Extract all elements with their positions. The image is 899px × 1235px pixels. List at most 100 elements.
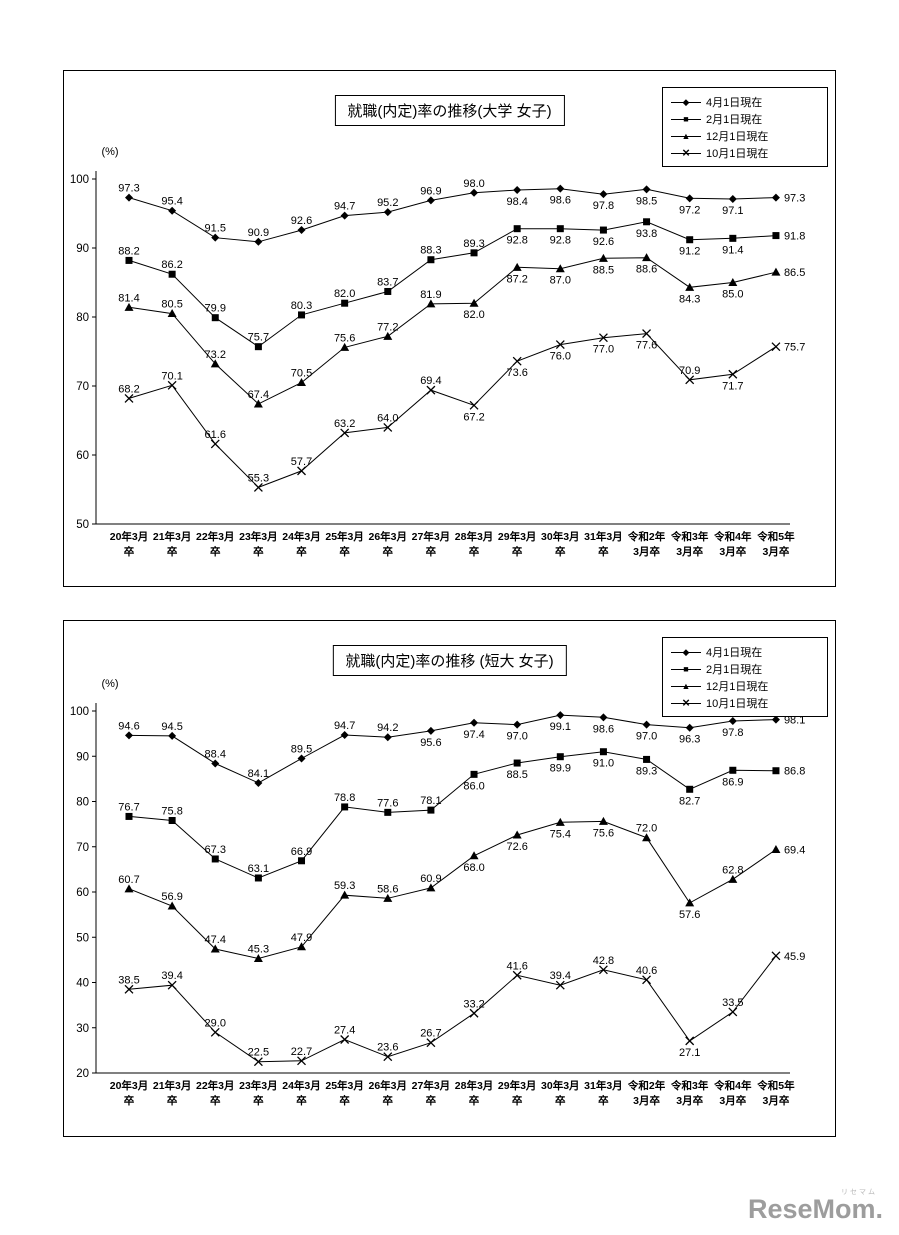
x-category-label: 卒 xyxy=(210,1094,221,1107)
triangle-marker-icon xyxy=(642,833,652,842)
x-category-label: 卒 xyxy=(383,1094,394,1107)
x-marker-icon xyxy=(297,1056,306,1066)
diamond-marker-icon xyxy=(168,206,177,215)
square-marker-icon xyxy=(211,314,219,322)
square-marker-icon xyxy=(729,234,737,242)
triangle-marker-icon xyxy=(598,816,608,825)
y-tick-label: 60 xyxy=(76,450,89,462)
data-label: 72.6 xyxy=(506,841,527,853)
square-marker-icon xyxy=(772,232,780,240)
data-label: 89.3 xyxy=(636,765,657,777)
x-category-label: 卒 xyxy=(426,1094,437,1107)
diamond-marker-icon xyxy=(426,196,435,205)
y-tick-label: 90 xyxy=(76,751,89,763)
diamond-marker-icon xyxy=(340,730,349,739)
series-line-square xyxy=(128,221,777,348)
x-category-label: 卒 xyxy=(512,545,523,558)
data-label: 73.2 xyxy=(205,349,226,361)
series-line-diamond xyxy=(128,188,777,243)
data-label: 63.1 xyxy=(248,863,269,875)
x-category-label: 卒 xyxy=(339,1094,350,1107)
diamond-marker-icon xyxy=(513,186,522,195)
legend-item-december: ▲ 12月1日現在 xyxy=(671,127,819,144)
diamond-marker-icon xyxy=(426,726,435,735)
data-label: 75.6 xyxy=(334,332,355,344)
x-category-label: 28年3月 xyxy=(455,530,494,543)
data-label: 75.4 xyxy=(550,828,571,840)
data-label: 98.6 xyxy=(593,723,614,735)
data-label: 88.2 xyxy=(118,245,139,257)
data-label: 23.6 xyxy=(377,1042,398,1054)
legend-item-december: ▲ 12月1日現在 xyxy=(671,677,819,694)
legend-label: 2月1日現在 xyxy=(706,663,763,676)
triangle-marker-icon xyxy=(253,954,263,963)
y-tick-label: 70 xyxy=(76,381,89,393)
y-tick-label: 60 xyxy=(76,887,89,899)
x-marker-icon: × xyxy=(682,694,690,710)
data-label: 87.2 xyxy=(506,273,527,285)
diamond-marker-icon xyxy=(470,188,479,197)
square-marker-icon xyxy=(772,767,780,775)
x-category-label: 卒 xyxy=(210,545,221,558)
x-marker-icon xyxy=(124,984,134,994)
diamond-marker-icon xyxy=(771,715,780,724)
diamond-marker-icon xyxy=(771,193,780,202)
diamond-marker-icon xyxy=(383,733,392,742)
legend-label: 10月1日現在 xyxy=(706,147,769,160)
x-marker-icon xyxy=(297,466,306,476)
x-category-label: 27年3月 xyxy=(412,1079,451,1092)
data-label: 77.2 xyxy=(377,321,398,333)
triangle-marker-icon xyxy=(383,893,393,902)
line-segment xyxy=(671,101,701,103)
x-category-label: 卒 xyxy=(598,545,609,558)
data-label: 93.8 xyxy=(636,228,657,240)
x-marker-icon xyxy=(340,1035,350,1044)
diamond-marker-icon xyxy=(125,193,133,202)
x-category-label: 令和5年 xyxy=(756,1079,795,1092)
data-label: 88.3 xyxy=(420,245,441,257)
x-category-label: 25年3月 xyxy=(325,530,364,543)
square-marker-icon xyxy=(427,806,435,814)
square-marker-icon xyxy=(556,225,564,233)
series-line-square xyxy=(128,751,777,879)
x-category-label: 26年3月 xyxy=(369,530,408,543)
x-category-label: 20年3月 xyxy=(110,1079,149,1092)
diamond-marker-icon xyxy=(168,731,177,740)
triangle-marker-icon xyxy=(512,830,522,839)
square-marker-icon xyxy=(470,770,478,778)
data-label: 87.0 xyxy=(550,275,571,287)
series-line-diamond xyxy=(128,714,777,784)
x-category-label: 31年3月 xyxy=(584,530,623,543)
data-label: 77.0 xyxy=(593,344,614,356)
y-axis-unit-label: (%) xyxy=(101,146,118,158)
data-label: 86.9 xyxy=(722,776,743,788)
square-marker-icon xyxy=(556,753,564,761)
data-label: 92.6 xyxy=(593,236,614,248)
data-label: 58.6 xyxy=(377,883,398,895)
data-label: 98.5 xyxy=(636,195,657,207)
triangle-marker-icon xyxy=(512,262,522,271)
data-label: 98.4 xyxy=(506,196,527,208)
data-label: 60.7 xyxy=(118,874,139,886)
x-category-label: 卒 xyxy=(124,1094,135,1107)
square-marker-icon xyxy=(643,218,651,226)
data-label: 97.3 xyxy=(118,183,139,195)
data-label: 68.0 xyxy=(463,862,484,874)
data-label: 94.2 xyxy=(377,722,398,734)
data-label: 89.3 xyxy=(463,238,484,250)
x-category-label: 卒 xyxy=(339,545,350,558)
data-label: 98.0 xyxy=(463,178,484,190)
data-label: 41.6 xyxy=(506,960,527,972)
data-label: 57.6 xyxy=(679,909,700,921)
diamond-marker-icon xyxy=(728,195,737,204)
x-marker-icon xyxy=(469,400,479,410)
data-label: 39.4 xyxy=(161,970,182,982)
data-label: 78.8 xyxy=(334,792,355,804)
data-label: 72.0 xyxy=(636,823,657,835)
triangle-marker-icon xyxy=(426,883,436,892)
x-category-label: 卒 xyxy=(555,545,566,558)
x-marker-icon xyxy=(210,439,220,449)
triangle-marker-icon xyxy=(210,944,220,953)
